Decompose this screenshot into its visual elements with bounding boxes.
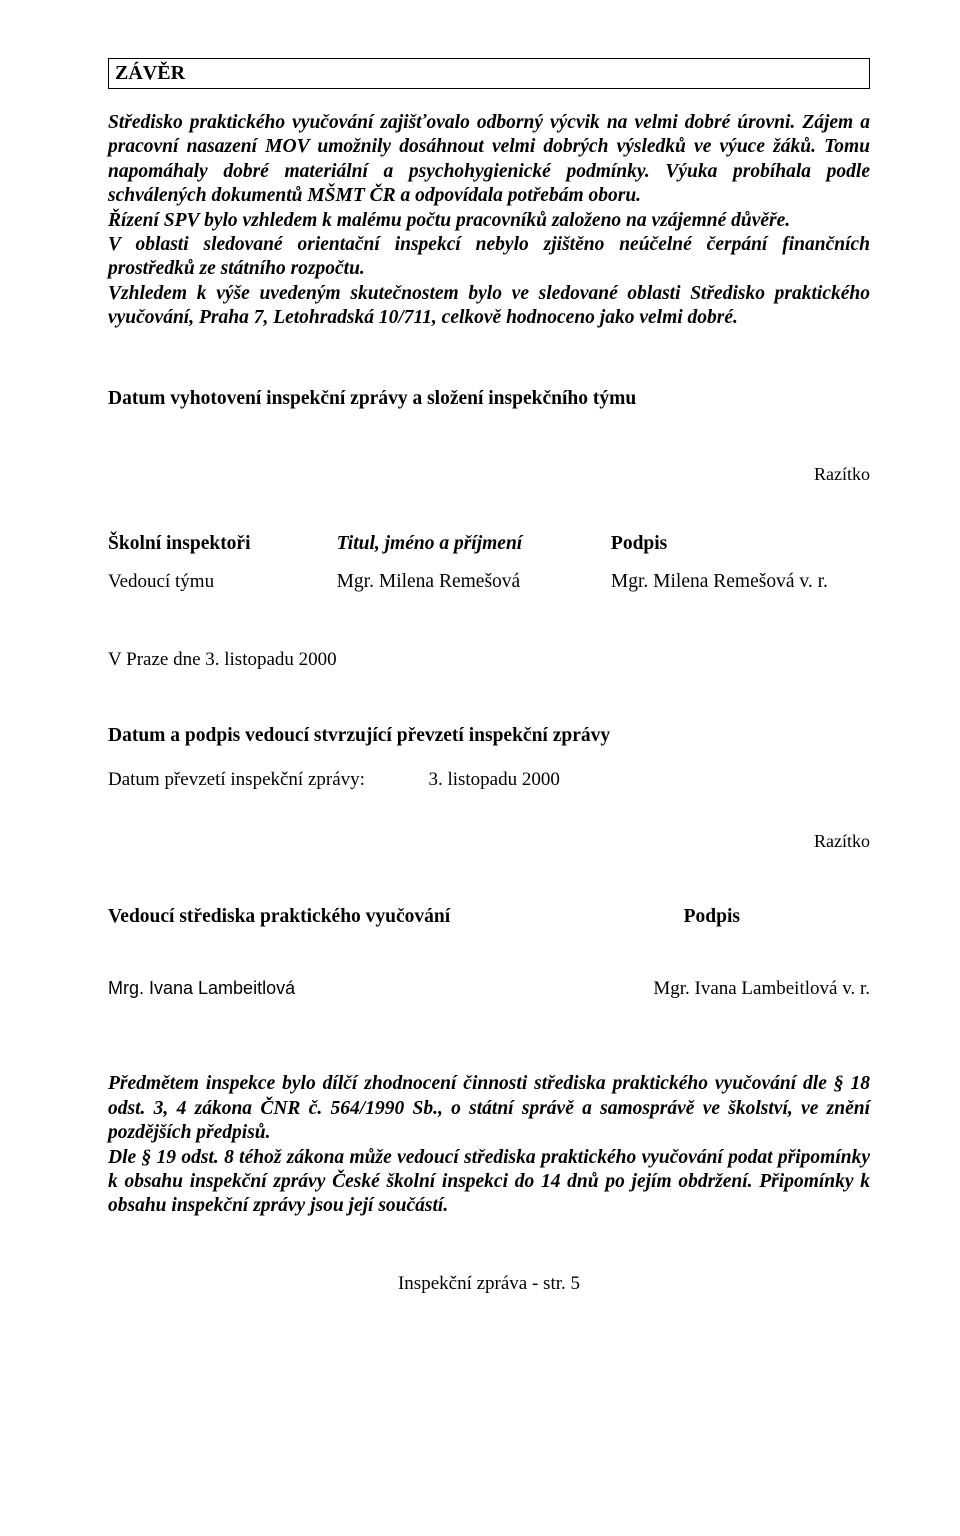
- head-label: Vedoucí střediska praktického vyučování: [108, 906, 450, 928]
- table-header-col3: Podpis: [611, 531, 870, 557]
- section-title: ZÁVĚR: [108, 58, 870, 89]
- place-date: V Praze dne 3. listopadu 2000: [108, 649, 870, 671]
- table-cell-name: Mgr. Milena Remešová: [337, 557, 611, 595]
- receipt-date: 3. listopadu 2000: [428, 769, 559, 790]
- table-header-col1: Školní inspektoři: [108, 531, 337, 557]
- table-header-col2: Titul, jméno a příjmení: [337, 531, 611, 557]
- legal-p1: Předmětem inspekce bylo dílčí zhodnocení…: [108, 1072, 870, 1145]
- page-footer: Inspekční zpráva - str. 5: [108, 1273, 870, 1295]
- receipt-label: Datum převzetí inspekční zprávy:: [108, 769, 365, 790]
- confirmation-heading: Datum a podpis vedoucí stvrzující převze…: [108, 725, 870, 747]
- inspectors-table: Školní inspektoři Titul, jméno a příjmen…: [108, 531, 870, 595]
- date-heading: Datum vyhotovení inspekční zprávy a slož…: [108, 388, 870, 410]
- head-sig-label: Podpis: [684, 906, 870, 928]
- legal-p2: Dle § 19 odst. 8 téhož zákona může vedou…: [108, 1146, 870, 1219]
- head-sig: Mgr. Ivana Lambeitlová v. r.: [653, 978, 870, 1000]
- receipt-line: Datum převzetí inspekční zprávy: 3. list…: [108, 769, 870, 791]
- head-name: Mrg. Ivana Lambeitlová: [108, 978, 295, 1000]
- conclusion-p3: V oblasti sledované orientační inspekcí …: [108, 233, 870, 282]
- stamp-label-1: Razítko: [108, 464, 870, 485]
- conclusion-p4: Vzhledem k výše uvedeným skutečnostem by…: [108, 282, 870, 331]
- stamp-label-2: Razítko: [108, 831, 870, 852]
- table-cell-role: Vedoucí týmu: [108, 557, 337, 595]
- table-cell-sig: Mgr. Milena Remešová v. r.: [611, 557, 870, 595]
- conclusion-p1: Středisko praktického vyučování zajišťov…: [108, 111, 870, 209]
- conclusion-p2: Řízení SPV bylo vzhledem k malému počtu …: [108, 209, 870, 233]
